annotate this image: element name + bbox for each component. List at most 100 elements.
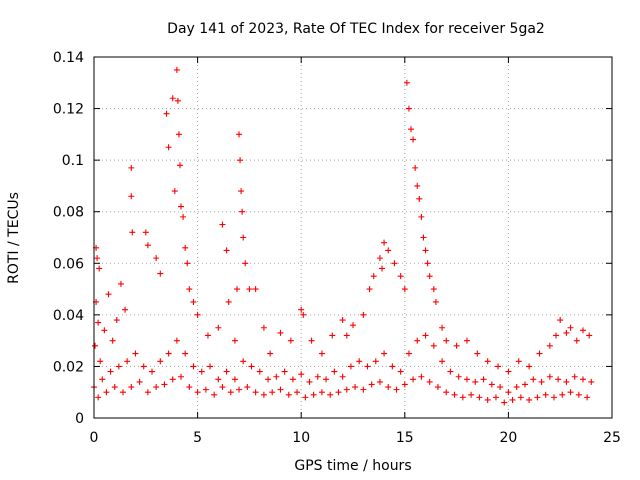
- y-tick-label: 0.02: [53, 359, 84, 375]
- data-point: [397, 273, 404, 280]
- data-point: [563, 329, 570, 336]
- data-point: [376, 378, 383, 385]
- data-point: [169, 376, 176, 383]
- data-point: [579, 376, 586, 383]
- data-point: [94, 255, 101, 262]
- data-point: [120, 389, 127, 396]
- data-point: [236, 386, 243, 393]
- data-point: [339, 317, 346, 324]
- data-point: [103, 389, 110, 396]
- data-point: [430, 342, 437, 349]
- data-point: [463, 337, 470, 344]
- data-point: [318, 350, 325, 357]
- data-point: [175, 131, 182, 138]
- data-point: [343, 332, 350, 339]
- data-point: [368, 381, 375, 388]
- x-tick-label: 5: [193, 430, 202, 446]
- data-point: [443, 337, 450, 344]
- y-tick-label: 0.08: [53, 205, 84, 221]
- y-axis-title: ROTI / TECUs: [6, 192, 22, 284]
- data-point: [360, 386, 367, 393]
- data-point: [484, 396, 491, 403]
- data-point: [588, 378, 595, 385]
- data-point: [455, 373, 462, 380]
- data-point: [424, 260, 431, 267]
- data-point: [420, 234, 427, 241]
- data-point: [401, 381, 408, 388]
- data-point: [575, 391, 582, 398]
- data-point: [586, 332, 593, 339]
- data-point: [215, 376, 222, 383]
- data-point: [567, 324, 574, 331]
- data-point: [128, 193, 135, 200]
- data-point: [256, 368, 263, 375]
- data-point: [410, 376, 417, 383]
- data-point: [364, 363, 371, 370]
- data-point: [265, 376, 272, 383]
- data-point: [492, 394, 499, 401]
- data-point: [538, 378, 545, 385]
- data-marks: [91, 66, 595, 406]
- data-point: [194, 311, 201, 318]
- data-point: [546, 342, 553, 349]
- data-point: [451, 391, 458, 398]
- data-point: [204, 332, 211, 339]
- data-point: [173, 66, 180, 73]
- data-point: [240, 358, 247, 365]
- data-point: [248, 363, 255, 370]
- data-point: [202, 386, 209, 393]
- data-point: [269, 389, 276, 396]
- data-point: [223, 368, 230, 375]
- data-point: [418, 213, 425, 220]
- data-point: [453, 342, 460, 349]
- data-point: [381, 239, 388, 246]
- data-point: [273, 373, 280, 380]
- y-tick-label: 0.04: [53, 308, 84, 324]
- data-point: [550, 394, 557, 401]
- data-point: [530, 376, 537, 383]
- data-point: [99, 376, 106, 383]
- data-point: [246, 286, 253, 293]
- data-point: [302, 394, 309, 401]
- data-point: [416, 195, 423, 202]
- data-point: [356, 358, 363, 365]
- data-point: [117, 280, 124, 287]
- axis-ticks: 0 5 10 15 20 25 0 0.02 0.04 0.06 0.08 0.1 0.12 0.14: [53, 50, 621, 446]
- data-point: [352, 384, 359, 391]
- data-point: [236, 131, 243, 138]
- data-point: [468, 391, 475, 398]
- data-point: [95, 319, 102, 326]
- data-point: [439, 324, 446, 331]
- data-point: [432, 298, 439, 305]
- data-point: [397, 368, 404, 375]
- data-point: [111, 384, 118, 391]
- data-point: [476, 394, 483, 401]
- x-tick-label: 0: [90, 430, 99, 446]
- data-point: [153, 255, 160, 262]
- data-point: [418, 373, 425, 380]
- data-point: [509, 396, 516, 403]
- data-point: [459, 394, 466, 401]
- data-point: [101, 327, 108, 334]
- data-point: [95, 394, 102, 401]
- data-point: [211, 391, 218, 398]
- data-point: [350, 322, 356, 329]
- data-point: [97, 358, 104, 365]
- data-point: [215, 324, 222, 331]
- data-point: [360, 311, 367, 318]
- data-point: [184, 260, 191, 267]
- x-tick-label: 25: [603, 430, 621, 446]
- x-tick-label: 10: [292, 430, 310, 446]
- data-point: [237, 157, 244, 164]
- data-point: [178, 203, 185, 210]
- data-point: [563, 378, 570, 385]
- data-point: [306, 378, 313, 385]
- data-point: [107, 368, 114, 375]
- data-point: [555, 376, 562, 383]
- data-point: [174, 97, 181, 104]
- data-point: [553, 332, 560, 339]
- y-tick-label: 0.06: [53, 256, 84, 272]
- y-tick-label: 0: [75, 411, 84, 427]
- data-point: [277, 386, 284, 393]
- data-point: [129, 229, 136, 236]
